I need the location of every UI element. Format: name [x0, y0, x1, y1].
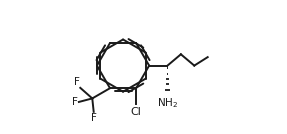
Text: F: F: [74, 77, 79, 87]
Text: F: F: [91, 113, 97, 122]
Text: NH$_2$: NH$_2$: [157, 96, 178, 110]
Text: F: F: [72, 97, 78, 107]
Text: Cl: Cl: [131, 107, 141, 117]
